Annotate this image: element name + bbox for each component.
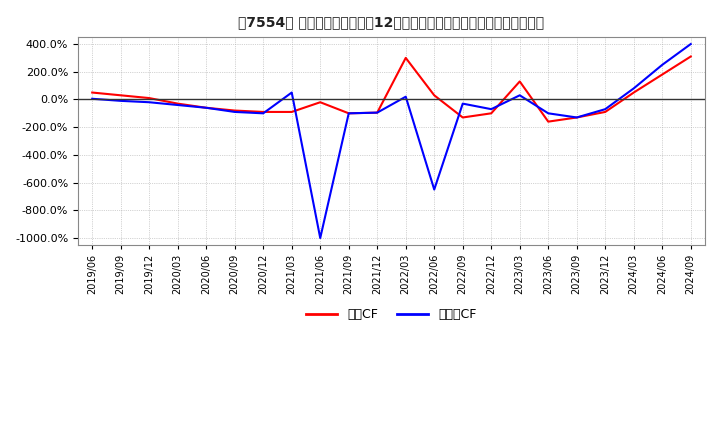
営業CF [430,93,438,98]
フリーCF [459,101,467,106]
営業CF [88,90,96,95]
Line: フリーCF: フリーCF [92,44,690,238]
フリーCF [430,187,438,192]
営業CF [601,109,610,114]
営業CF [202,105,210,110]
営業CF [572,115,581,120]
フリーCF [516,93,524,98]
営業CF [287,109,296,114]
営業CF [344,111,353,116]
フリーCF [88,96,96,101]
営業CF [145,95,153,101]
営業CF [686,54,695,59]
営業CF [117,93,125,98]
フリーCF [658,62,667,67]
営業CF [402,55,410,61]
フリーCF [117,98,125,103]
フリーCF [287,90,296,95]
フリーCF [373,110,382,115]
営業CF [487,111,495,116]
Line: 営業CF: 営業CF [92,56,690,121]
営業CF [316,99,325,105]
フリーCF [202,105,210,110]
フリーCF [145,99,153,105]
フリーCF [174,103,182,108]
フリーCF [344,111,353,116]
営業CF [230,108,239,113]
Legend: 営業CF, フリーCF: 営業CF, フリーCF [301,303,482,326]
フリーCF [230,109,239,114]
フリーCF [316,235,325,241]
営業CF [373,110,382,115]
フリーCF [402,94,410,99]
フリーCF [686,41,695,47]
フリーCF [601,106,610,112]
フリーCF [544,111,552,116]
営業CF [259,109,268,114]
営業CF [544,119,552,124]
営業CF [658,72,667,77]
営業CF [516,79,524,84]
フリーCF [259,111,268,116]
営業CF [629,90,638,95]
営業CF [459,115,467,120]
フリーCF [487,106,495,112]
フリーCF [629,86,638,91]
営業CF [174,101,182,106]
フリーCF [572,115,581,120]
Title: 【7554】 キャッシュフローの12か月移動合計の対前年同期増減率の推移: 【7554】 キャッシュフローの12か月移動合計の対前年同期増減率の推移 [238,15,544,29]
